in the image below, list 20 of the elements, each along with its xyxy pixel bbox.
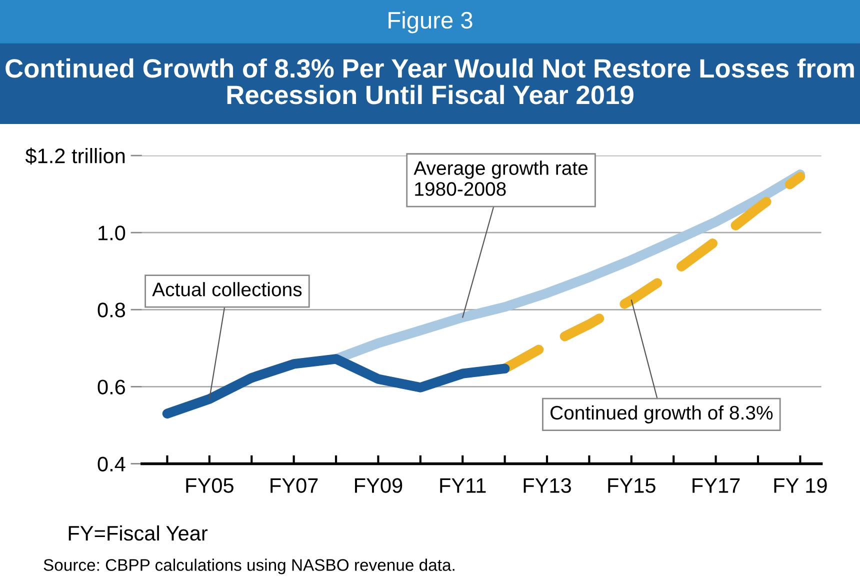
annotation: Actual collections [152, 282, 302, 296]
annotation: Continued growth of 8.3% [550, 405, 773, 424]
x-tick-label: FY17 [692, 478, 740, 493]
x-tick-label: FY11 [440, 478, 486, 493]
x-tick-label: FY09 [355, 478, 402, 493]
y-tick-label: $1.2 trillion [25, 148, 125, 165]
chart-title: Figure 3 [388, 11, 472, 34]
annotation: Average growth rate 1980-2008 [414, 160, 588, 196]
x-tick-label: FY05 [186, 478, 234, 493]
x-tick-label: FY 19 [774, 478, 827, 493]
x-tick-label: FY13 [524, 478, 571, 493]
x-tick-label: FY15 [608, 478, 656, 493]
y-tick-label: 0.4 [98, 456, 126, 472]
source-note: Source: CBPP calculations using NASBO revenue data. [44, 558, 454, 574]
y-tick-label: 0.6 [98, 380, 126, 394]
x-axis-title: FY=Fiscal Year [68, 525, 208, 541]
x-tick-label: FY07 [270, 478, 318, 493]
y-tick-label: 1.0 [98, 226, 126, 240]
chart-subtitle: Continued Growth of 8.3% Per Year Would Not Restore Losses from Recession Until Fiscal Year 2019 [6, 58, 854, 104]
y-tick-label: 0.8 [98, 302, 126, 318]
